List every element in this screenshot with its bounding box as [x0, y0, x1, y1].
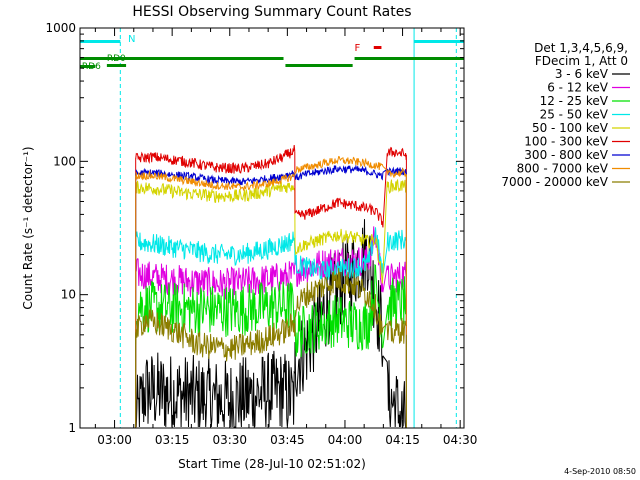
- legend-label: 12 - 25 keV: [540, 94, 609, 108]
- x-tick-label: 03:00: [97, 433, 132, 447]
- rd6-label: RD6: [82, 62, 101, 72]
- series-line: [135, 145, 296, 174]
- series-line: [135, 231, 296, 266]
- series-line: [135, 258, 296, 300]
- legend-label: 7000 - 20000 keV: [501, 175, 608, 189]
- x-tick-label: 03:15: [155, 433, 190, 447]
- annotation-layer: N F RD6 RD0: [80, 28, 464, 428]
- legend-label: 3 - 6 keV: [555, 67, 609, 81]
- series-line: [135, 308, 296, 362]
- series-line: [382, 166, 407, 177]
- series-line: [382, 261, 407, 293]
- series-line: [294, 267, 384, 337]
- footer-timestamp: 4-Sep-2010 08:50: [564, 467, 636, 476]
- saa-bar: [285, 64, 353, 67]
- legend-header: FDecim 1, Att 0: [535, 54, 628, 68]
- flare-label: F: [355, 43, 361, 54]
- saa-bar: [354, 57, 464, 60]
- rd0-bar: [106, 64, 127, 67]
- saa-bar: [80, 57, 284, 60]
- x-tick-label: 03:45: [270, 433, 305, 447]
- night-bar: [80, 40, 121, 43]
- legend-label: 50 - 100 keV: [532, 121, 609, 135]
- series-line: [294, 155, 384, 176]
- series-line: [294, 190, 384, 284]
- flare-bar: [373, 46, 382, 49]
- rd6-bar: [80, 65, 96, 68]
- series-line: [382, 355, 407, 428]
- series-line: [294, 151, 384, 228]
- series-line: [382, 317, 407, 345]
- x-tick-label: 03:30: [212, 433, 247, 447]
- x-tick-label: 04:00: [328, 433, 363, 447]
- x-tick-label: 04:30: [443, 433, 478, 447]
- legend-header: Det 1,3,4,5,6,9,: [534, 41, 628, 55]
- series-line: [135, 170, 296, 191]
- legend-label: 100 - 300 keV: [524, 135, 608, 149]
- y-tick-label: 1: [68, 421, 76, 435]
- series-line: [382, 165, 407, 178]
- plot-frame: [79, 27, 465, 429]
- y-tick-label: 10: [61, 288, 76, 302]
- series-line: [382, 229, 407, 276]
- night-label: N: [128, 34, 135, 45]
- y-tick-label: 1000: [45, 21, 76, 35]
- legend-label: 300 - 800 keV: [524, 148, 608, 162]
- series-line: [135, 350, 296, 428]
- y-tick-label: 100: [53, 154, 76, 168]
- legend-label: 6 - 12 keV: [547, 81, 609, 95]
- series-line: [294, 263, 384, 358]
- x-axis-label: Start Time (28-Jul-10 02:51:02): [178, 457, 366, 471]
- series-line: [135, 180, 296, 203]
- series-line: [382, 146, 407, 228]
- y-axis-label: Count Rate (s⁻¹ detector⁻¹): [21, 146, 35, 309]
- series-line: [382, 178, 407, 276]
- legend-label: 800 - 7000 keV: [517, 162, 609, 176]
- legend-label: 25 - 50 keV: [540, 108, 609, 122]
- legend: Det 1,3,4,5,6,9,FDecim 1, Att 03 - 6 keV…: [501, 41, 630, 189]
- axes-layer: 03:00 03:15 03:30 03:45 04:00 04:15 04:30 1 10 10…: [45, 21, 477, 447]
- night-bar: [414, 40, 464, 43]
- chart-title: HESSI Observing Summary Count Rates: [132, 4, 411, 20]
- series-layer: [135, 145, 407, 428]
- rd0-label: RD0: [107, 54, 126, 64]
- x-tick-label: 04:15: [385, 433, 420, 447]
- series-7000-20000-kev: [135, 267, 407, 428]
- series-line: [294, 164, 384, 181]
